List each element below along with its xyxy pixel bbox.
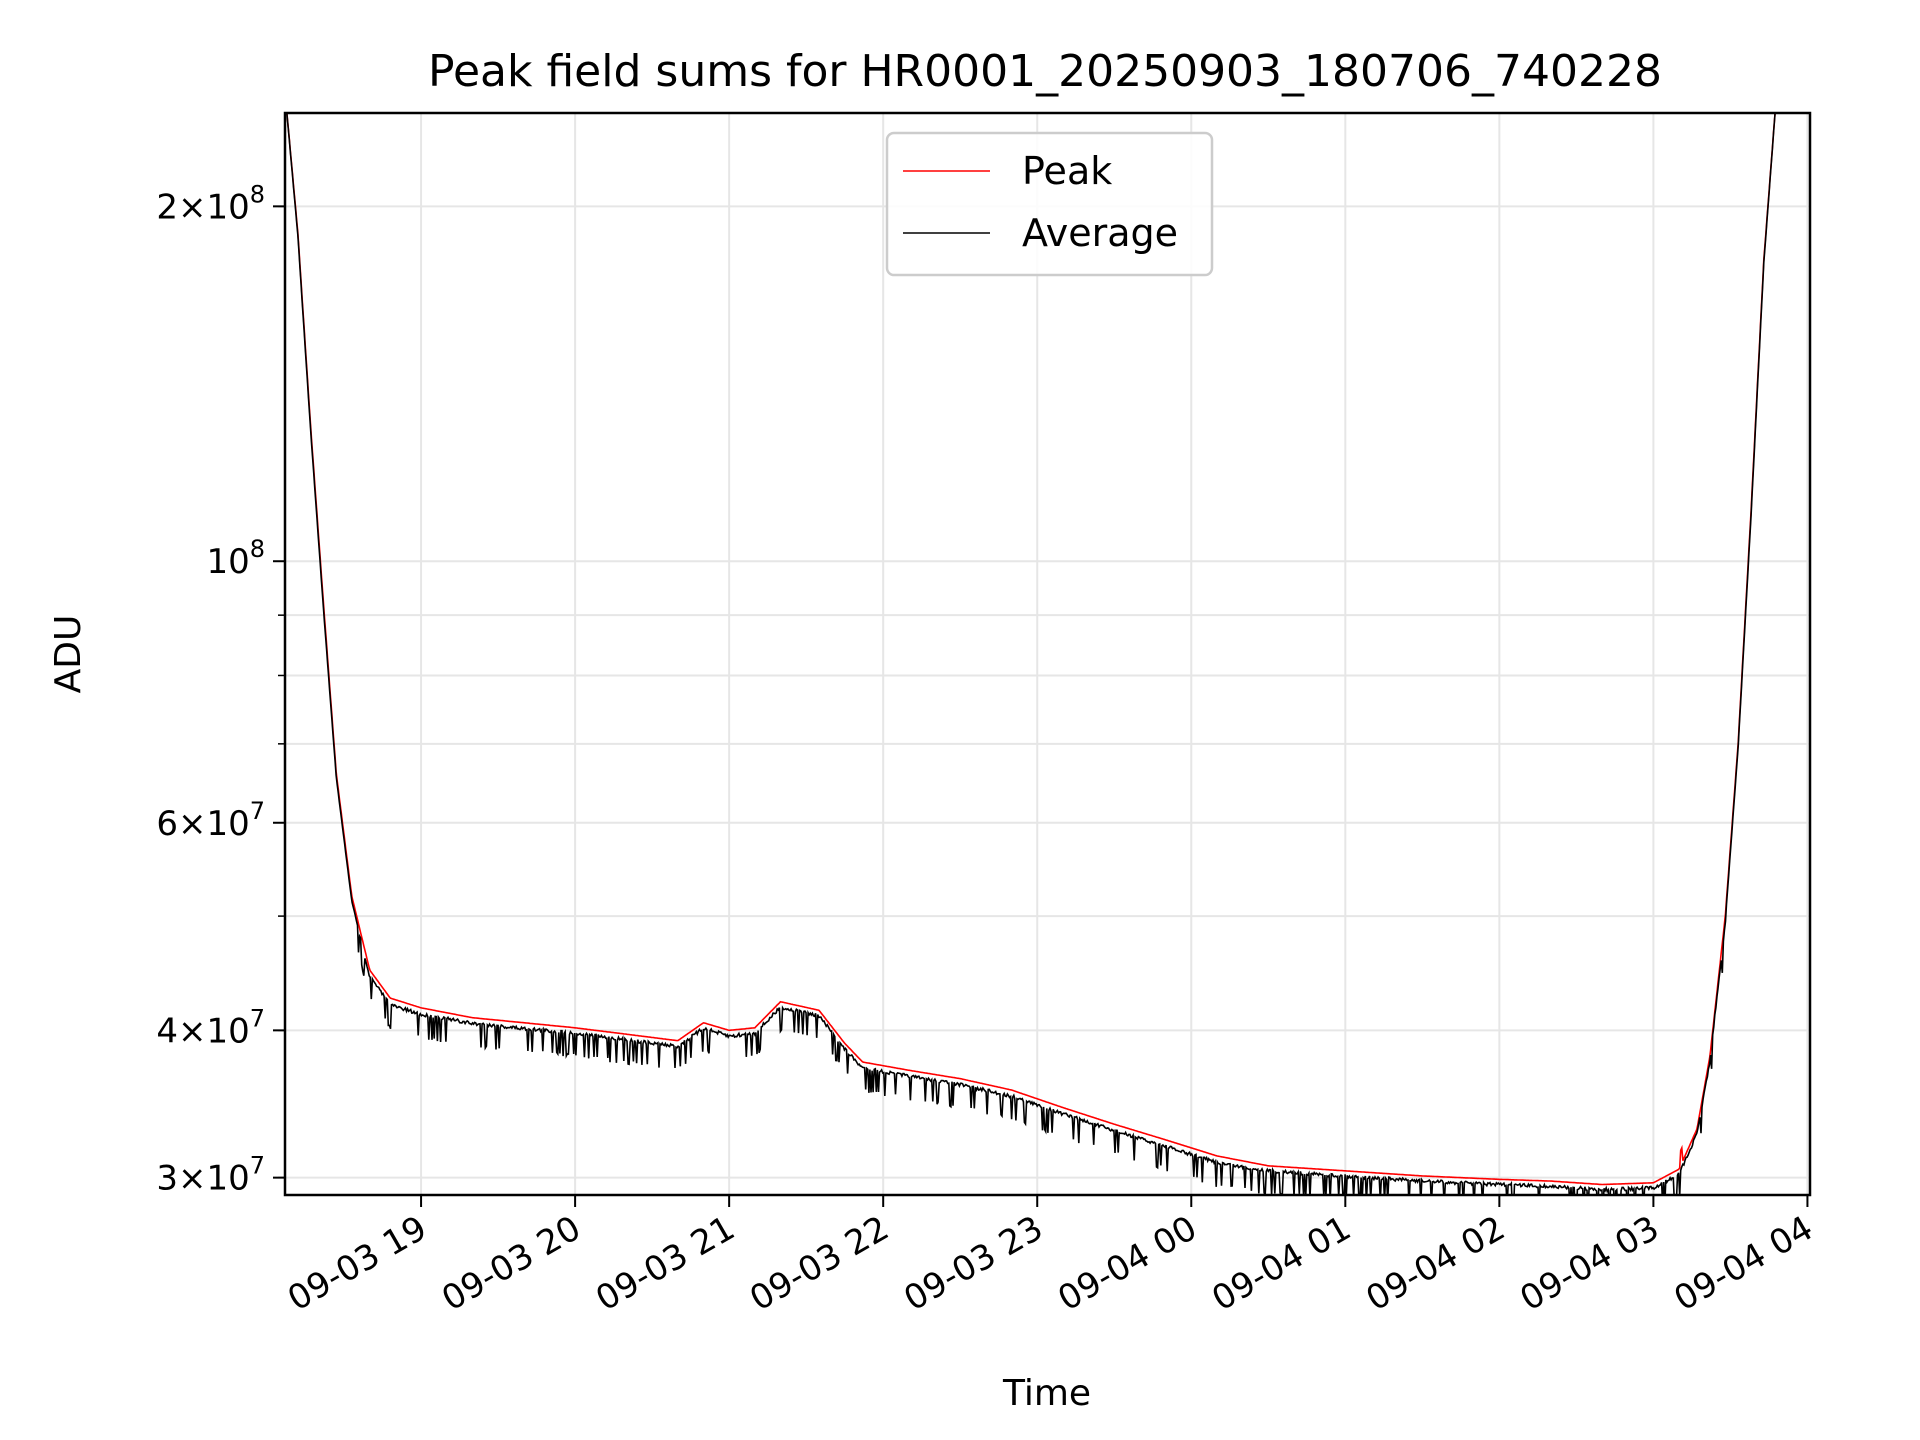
y-tick-mantissa: 2 — [156, 187, 178, 227]
y-tick-mantissa: 6 — [156, 804, 178, 844]
series-layer — [286, 113, 1776, 1195]
y-tick-label: 2×108 — [156, 180, 265, 227]
legend-label-average: Average — [1022, 211, 1178, 255]
y-tick-times: ×10 — [178, 187, 250, 227]
series-line-average — [286, 113, 1776, 1195]
y-tick-times: ×10 — [178, 804, 250, 844]
y-tick-text: 2×108 — [156, 180, 265, 227]
y-tick-text: 3×107 — [156, 1152, 265, 1199]
y-tick-label: 6×107 — [156, 797, 265, 844]
legend: Peak Average — [885, 131, 1214, 277]
y-tick-exponent: 8 — [250, 180, 265, 208]
y-tick-exponent: 8 — [250, 535, 265, 563]
y-tick-exponent: 7 — [250, 1152, 265, 1180]
y-tick-times: ×10 — [178, 1159, 250, 1199]
y-tick-label: 4×107 — [156, 1004, 265, 1051]
y-tick-exponent: 7 — [250, 797, 265, 825]
y-tick-base: 10 — [206, 542, 249, 582]
y-tick-label: 108 — [206, 535, 265, 582]
legend-box — [885, 131, 1214, 277]
y-tick-text: 108 — [206, 535, 265, 582]
y-tick-times: ×10 — [178, 1011, 250, 1051]
y-axis-label: ADU — [48, 615, 89, 694]
chart-title: Peak field sums for HR0001_20250903_1807… — [428, 46, 1662, 97]
y-tick-text: 4×107 — [156, 1004, 265, 1051]
legend-label-peak: Peak — [1022, 149, 1112, 193]
plot-frame — [283, 111, 1812, 1197]
y-tick-mantissa: 3 — [156, 1159, 178, 1199]
x-axis-label: Time — [1002, 1373, 1091, 1414]
y-tick-exponent: 7 — [250, 1004, 265, 1032]
grid — [285, 113, 1810, 1195]
series-line-peak — [286, 113, 1776, 1186]
y-tick-mantissa: 4 — [156, 1011, 178, 1051]
y-tick-text: 6×107 — [156, 797, 265, 844]
y-tick-label: 3×107 — [156, 1152, 265, 1199]
